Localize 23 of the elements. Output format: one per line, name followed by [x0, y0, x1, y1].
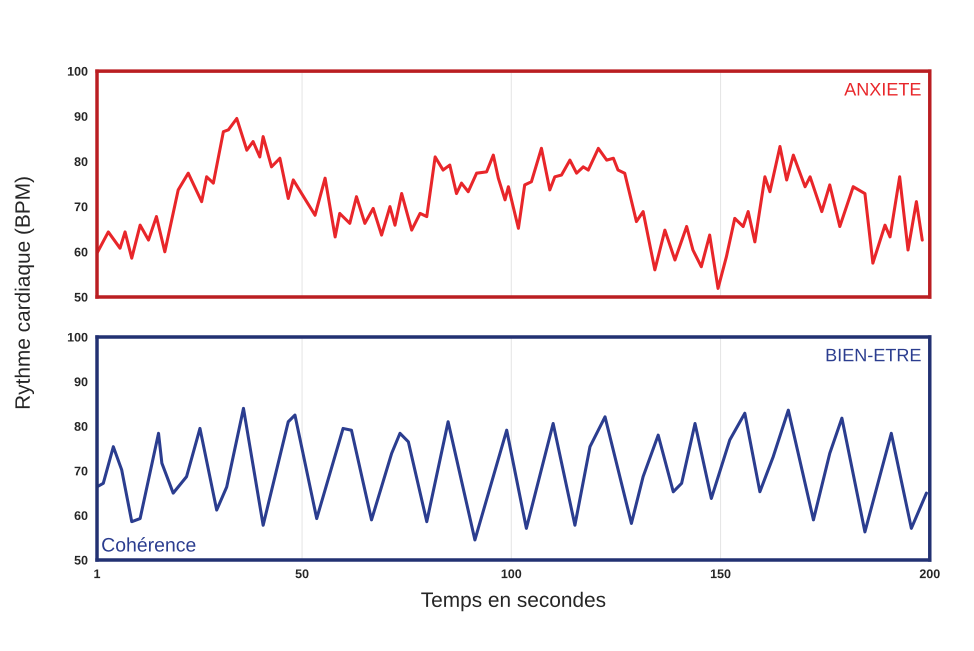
y-tick-label: 70 [74, 202, 88, 212]
y-tick-label: 50 [74, 292, 88, 302]
y-tick-label: 100 [68, 332, 88, 342]
y-tick-label: 80 [74, 157, 88, 166]
text: BIEN-ETRE [826, 348, 921, 362]
x-tick-label: 150 [710, 569, 730, 578]
x-tick-label: 1 [94, 569, 100, 578]
x-tick-label: 200 [920, 569, 940, 578]
y-axis-title: Rythme cardiaque (BPM) [14, 177, 34, 408]
x-axis-title: Temps en secondes [421, 592, 606, 612]
y-tick-label: 60 [74, 248, 88, 256]
x-tick-label: 100 [502, 569, 522, 578]
y-tick-label: 90 [74, 377, 88, 386]
y-tick-label: 50 [74, 556, 88, 565]
y-tick-label: 60 [74, 511, 88, 520]
y-tick-label: 80 [74, 422, 88, 431]
y-tick-label: 100 [68, 66, 88, 76]
y-tick-label: 70 [74, 466, 88, 476]
annotation: Cohérence [102, 537, 196, 552]
text: ANXIETE [844, 83, 921, 96]
y-tick-label: 90 [74, 112, 88, 121]
line-series [97, 117, 924, 290]
x-tick-label: 50 [296, 569, 309, 578]
